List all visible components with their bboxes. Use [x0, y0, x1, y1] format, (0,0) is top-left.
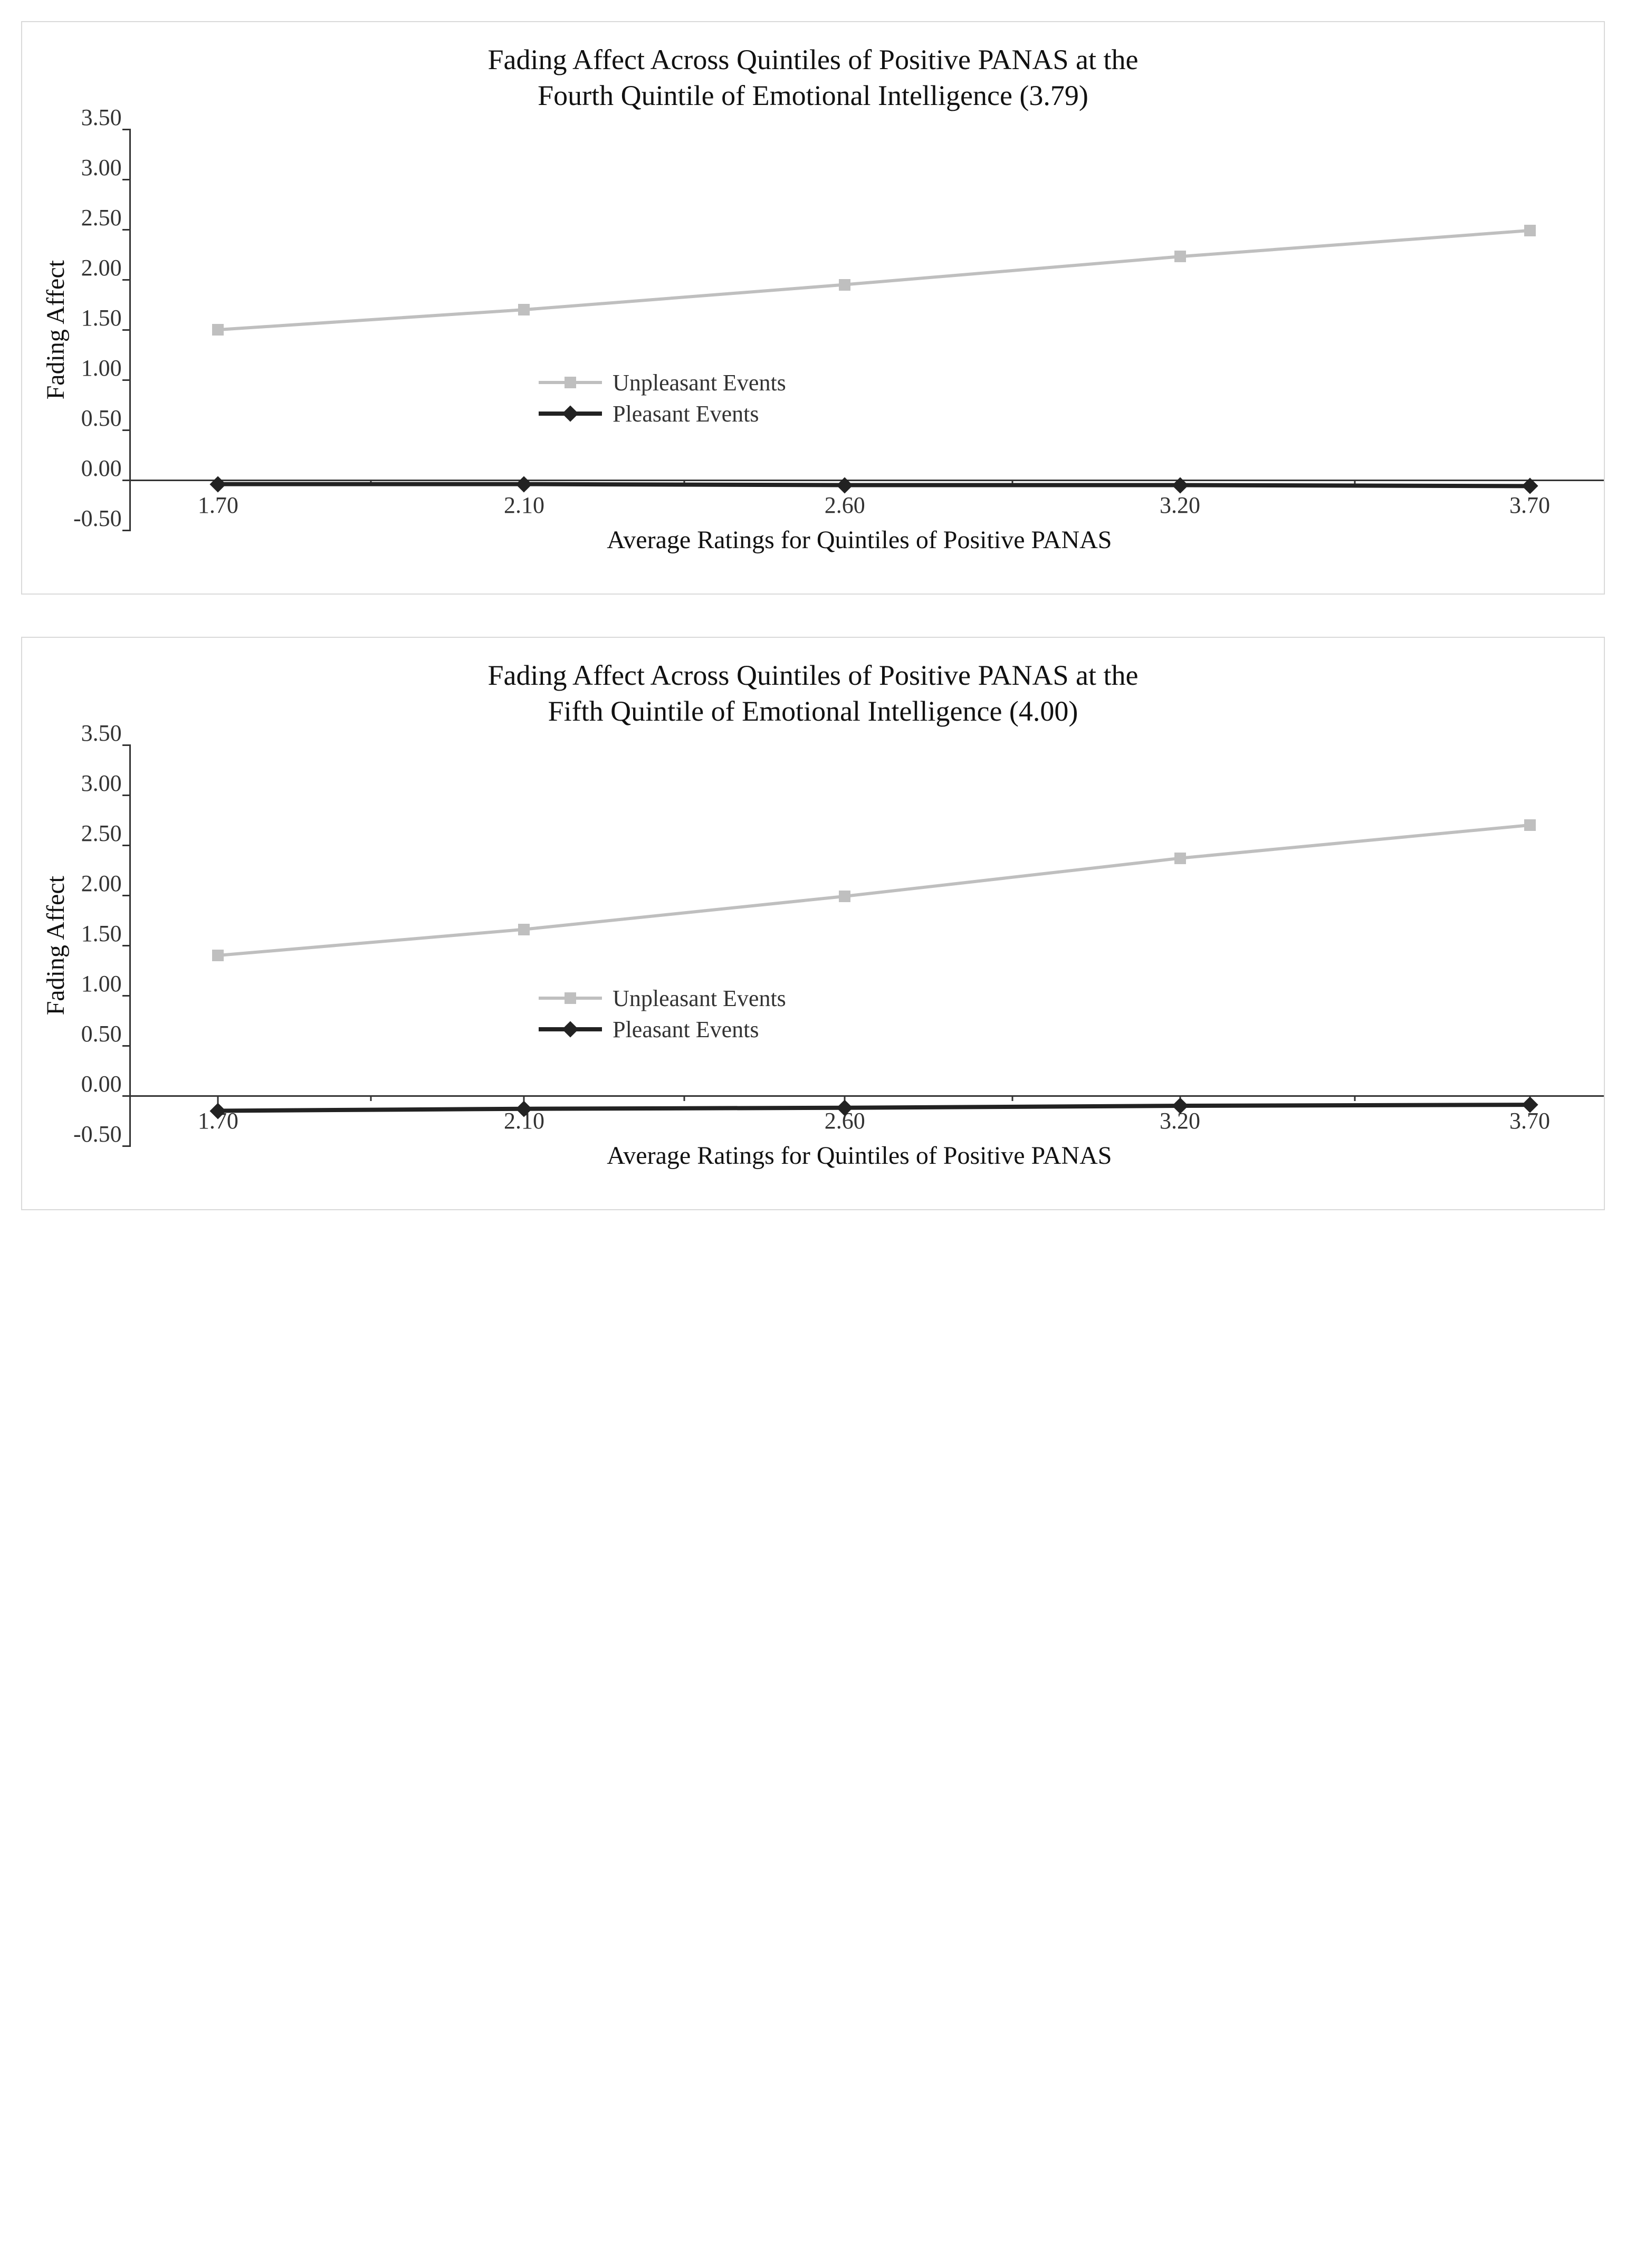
- y-tick-label: 1.50: [81, 305, 122, 331]
- y-tick-mark: [122, 279, 131, 281]
- chart-panel-0: Fading Affect Across Quintiles of Positi…: [21, 21, 1605, 595]
- diamond-marker-icon: [562, 405, 579, 422]
- series-layer: [131, 745, 1588, 1146]
- y-tick-label: 2.00: [81, 255, 122, 281]
- y-tick-label: 0.00: [81, 1071, 122, 1097]
- y-tick-mark: [122, 795, 131, 796]
- y-tick-label: 1.00: [81, 355, 122, 381]
- y-axis-label: Fading Affect: [38, 876, 73, 1015]
- legend-swatch: [539, 1019, 602, 1040]
- y-tick-label: 2.50: [81, 205, 122, 231]
- y-tick-mark: [122, 379, 131, 381]
- chart-title-line1: Fading Affect Across Quintiles of Positi…: [122, 42, 1504, 78]
- plot: 1.702.102.603.203.70Average Ratings for …: [129, 745, 1588, 1146]
- y-tick-mark: [122, 229, 131, 231]
- plot-area: Fading Affect3.503.002.502.001.501.000.5…: [38, 129, 1588, 530]
- y-tick-mark: [122, 845, 131, 846]
- y-tick-mark: [122, 1145, 131, 1147]
- series-line-0: [218, 825, 1529, 955]
- chart-title-line1: Fading Affect Across Quintiles of Positi…: [122, 658, 1504, 694]
- y-tick-label: 3.00: [81, 770, 122, 796]
- y-tick-mark: [122, 1095, 131, 1097]
- legend-row: Pleasant Events: [539, 1016, 786, 1043]
- y-tick-label: 1.00: [81, 971, 122, 997]
- square-marker-icon: [565, 992, 576, 1004]
- y-tick-label: 2.50: [81, 820, 122, 846]
- y-tick-label: 3.00: [81, 155, 122, 180]
- y-tick-mark: [122, 429, 131, 431]
- plot-area: Fading Affect3.503.002.502.001.501.000.5…: [38, 745, 1588, 1146]
- y-tick-mark: [122, 530, 131, 531]
- y-tick-label: 3.50: [81, 104, 122, 130]
- y-tick-label: -0.50: [73, 505, 122, 531]
- chart-title-line2: Fourth Quintile of Emotional Intelligenc…: [122, 78, 1504, 114]
- legend-label: Pleasant Events: [613, 400, 759, 427]
- diamond-marker-icon: [562, 1021, 579, 1037]
- legend-row: Pleasant Events: [539, 400, 786, 427]
- series-line-1: [218, 484, 1529, 486]
- legend-label: Unpleasant Events: [613, 985, 786, 1012]
- y-tick-mark: [122, 995, 131, 997]
- legend-label: Pleasant Events: [613, 1016, 759, 1043]
- y-tick-label: 2.00: [81, 870, 122, 896]
- y-tick-mark: [122, 744, 131, 746]
- y-axis-label: Fading Affect: [38, 260, 73, 399]
- y-tick-mark: [122, 129, 131, 130]
- y-axis-ticks: 3.503.002.502.001.501.000.500.00-0.50: [73, 745, 129, 1146]
- plot: 1.702.102.603.203.70Average Ratings for …: [129, 129, 1588, 530]
- y-tick-label: -0.50: [73, 1121, 122, 1147]
- y-tick-mark: [122, 945, 131, 946]
- y-tick-mark: [122, 480, 131, 481]
- legend: Unpleasant Events Pleasant Events: [539, 365, 786, 432]
- y-tick-label: 0.00: [81, 455, 122, 481]
- y-tick-mark: [122, 179, 131, 180]
- y-tick-label: 0.50: [81, 405, 122, 431]
- y-tick-label: 3.50: [81, 720, 122, 746]
- y-tick-mark: [122, 1045, 131, 1047]
- legend-row: Unpleasant Events: [539, 369, 786, 396]
- legend-label: Unpleasant Events: [613, 369, 786, 396]
- chart-title-line2: Fifth Quintile of Emotional Intelligence…: [122, 694, 1504, 730]
- series-line-1: [218, 1105, 1529, 1111]
- legend-swatch: [539, 372, 602, 393]
- chart-title: Fading Affect Across Quintiles of Positi…: [122, 42, 1504, 113]
- chart-panel-1: Fading Affect Across Quintiles of Positi…: [21, 637, 1605, 1210]
- legend-swatch: [539, 988, 602, 1009]
- legend: Unpleasant Events Pleasant Events: [539, 981, 786, 1047]
- y-axis-ticks: 3.503.002.502.001.501.000.500.00-0.50: [73, 129, 129, 530]
- series-line-0: [218, 231, 1529, 330]
- square-marker-icon: [565, 377, 576, 388]
- y-tick-mark: [122, 895, 131, 896]
- y-tick-label: 1.50: [81, 921, 122, 946]
- y-tick-mark: [122, 329, 131, 331]
- chart-title: Fading Affect Across Quintiles of Positi…: [122, 658, 1504, 729]
- y-tick-label: 0.50: [81, 1021, 122, 1047]
- legend-row: Unpleasant Events: [539, 985, 786, 1012]
- legend-swatch: [539, 403, 602, 424]
- series-layer: [131, 129, 1588, 530]
